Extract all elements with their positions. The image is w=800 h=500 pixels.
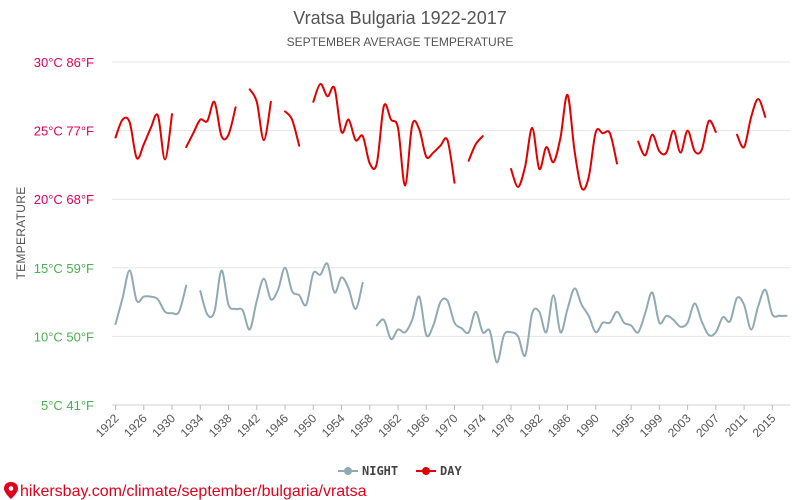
y-tick-label: 10°C 50°F: [34, 329, 94, 344]
night-line-segment: [375, 287, 788, 364]
y-axis-ticks: 30°C 86°F 25°C 77°F 20°C 68°F 15°C 59°F 10°C…: [34, 55, 94, 413]
x-tick-label: 1946: [262, 411, 291, 440]
x-tick-label: 1978: [488, 411, 517, 440]
day-line-segment: [185, 100, 237, 149]
day-line-segment: [637, 119, 717, 157]
y-tick-label: 5°C 41°F: [41, 398, 94, 413]
day-line-segment: [114, 113, 173, 161]
x-tick-label: 1974: [460, 411, 489, 440]
y-tick-label: 20°C 68°F: [34, 192, 94, 207]
x-tick-label: 1954: [319, 411, 348, 440]
legend-day-marker: [422, 467, 430, 475]
location-pin-hole: [8, 486, 14, 491]
x-tick-label: 1990: [573, 411, 602, 440]
day-line-segment: [284, 110, 301, 147]
x-tick-label: 1999: [637, 411, 666, 440]
chart-title: Vratsa Bulgaria 1922-2017: [293, 8, 506, 28]
grid-lines: [112, 61, 790, 406]
x-tick-label: 2015: [750, 411, 779, 440]
chart-subtitle: SEPTEMBER AVERAGE TEMPERATURE: [287, 35, 514, 49]
day-line-segment: [736, 98, 767, 149]
legend-item-day[interactable]: DAY: [416, 464, 462, 478]
x-tick-label: 1950: [291, 411, 320, 440]
footer-link[interactable]: hikersbay.com/climate/september/bulgaria…: [4, 482, 367, 500]
night-line-segment: [114, 269, 188, 326]
legend-day-label: DAY: [440, 464, 462, 478]
y-tick-label: 30°C 86°F: [34, 55, 94, 70]
day-line-segment: [510, 93, 618, 191]
day-line-segment: [248, 88, 272, 142]
legend: NIGHT DAY: [338, 464, 462, 478]
x-tick-label: 1966: [404, 411, 433, 440]
legend-night-label: NIGHT: [362, 464, 398, 478]
x-tick-label: 1986: [545, 411, 574, 440]
legend-item-night[interactable]: NIGHT: [338, 464, 398, 478]
y-axis-label: TEMPERATURE: [14, 186, 28, 279]
series-day: [114, 83, 767, 191]
x-tick-label: 1970: [432, 411, 461, 440]
x-tick-label: 1934: [178, 411, 207, 440]
legend-night-marker: [344, 467, 352, 475]
y-tick-label: 15°C 59°F: [34, 261, 94, 276]
x-axis: 1922 1926 1930 1934 1938 1942 1946 1950 1954 1958…: [93, 404, 790, 440]
night-line-segment: [199, 262, 364, 331]
x-tick-label: 2007: [693, 411, 722, 440]
data-series: [114, 83, 788, 364]
x-tick-label: 2011: [722, 411, 750, 439]
x-tick-label: 1926: [121, 411, 150, 440]
day-line-segment: [467, 135, 484, 162]
footer-url: hikersbay.com/climate/september/bulgaria…: [20, 483, 367, 500]
x-tick-label: 1930: [149, 411, 178, 440]
x-tick-label: 1938: [206, 411, 235, 440]
x-tick-label: 1942: [234, 411, 263, 440]
x-tick-label: 1962: [375, 411, 404, 440]
x-tick-label: 1982: [517, 411, 546, 440]
x-tick-label: 1958: [347, 411, 376, 440]
y-tick-label: 25°C 77°F: [34, 124, 94, 139]
x-tick-label: 1995: [608, 411, 637, 440]
day-line-segment: [312, 83, 456, 187]
x-tick-label: 2003: [665, 411, 694, 440]
series-night: [114, 262, 788, 364]
x-tick-label: 1922: [93, 411, 122, 440]
